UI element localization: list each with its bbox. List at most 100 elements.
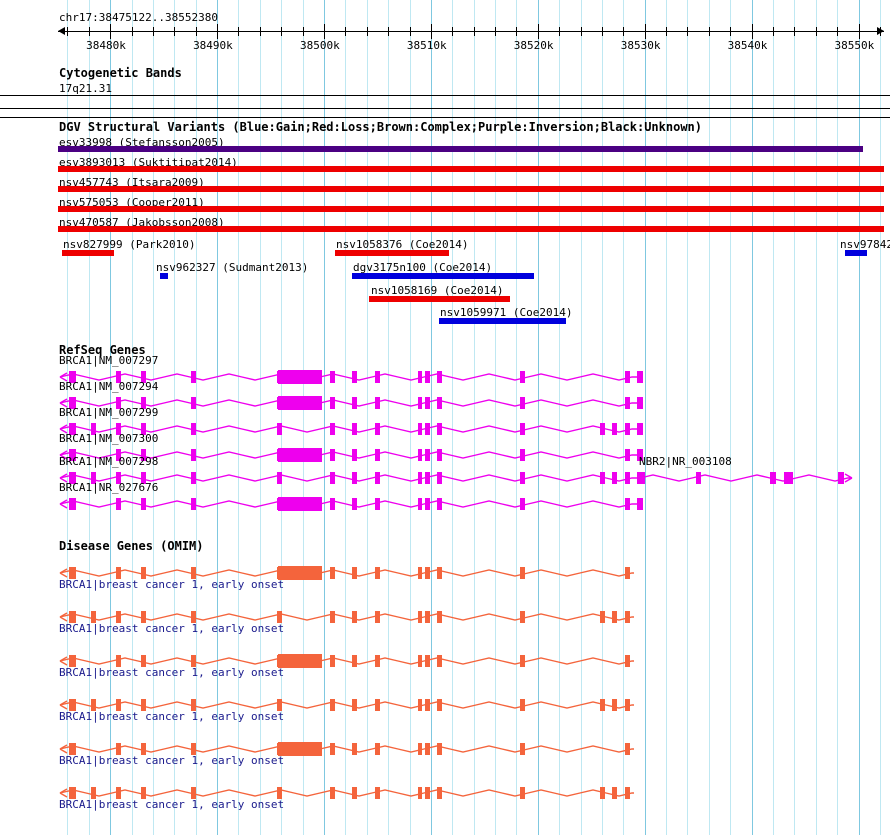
dgv-variant-label[interactable]: nsv1058376 (Coe2014) [336,238,469,251]
ruler-tick [516,27,517,36]
ruler-tick [816,27,817,36]
ruler-tick [474,27,475,36]
dgv-variant-label[interactable]: nsv962327 (Sudmant2013) [156,261,309,274]
omim-gene-model[interactable] [0,606,890,626]
ruler-tick [730,27,731,36]
ruler-tick-major [217,24,218,39]
dgv-variant-label[interactable]: nsv97842 [840,238,890,251]
refseq-transcript-label[interactable]: BRCA1|NM_007298 [59,455,159,468]
refseq-gene-model-nbr2[interactable] [0,467,890,487]
omim-title: Disease Genes (OMIM) [59,539,204,553]
refseq-transcript-label[interactable]: BRCA1|NM_007297 [59,354,159,367]
dgv-variant-bar[interactable] [58,146,863,152]
dgv-variant-label[interactable]: nsv827999 (Park2010) [63,238,196,251]
omim-gene-label[interactable]: BRCA1|breast cancer 1, early onset [59,710,285,723]
ruler-tick-major [110,24,111,39]
omim-gene-label[interactable]: BRCA1|breast cancer 1, early onset [59,754,285,767]
dgv-variant-label[interactable]: nsv1058169 (Coe2014) [371,284,504,297]
ruler-tick [260,27,261,36]
omim-gene-model[interactable] [0,782,890,802]
dgv-variant-bar[interactable] [352,273,534,279]
ruler-tick [132,27,133,36]
ruler-tick [559,27,560,36]
dgv-variant-bar[interactable] [62,250,114,256]
ruler-tick-label: 38550k [834,39,875,52]
ruler-tick [89,27,90,36]
ruler-tick-major [859,24,860,39]
omim-gene-label[interactable]: BRCA1|breast cancer 1, early onset [59,622,285,635]
omim-gene-label[interactable]: BRCA1|breast cancer 1, early onset [59,666,285,679]
separator-line [0,108,890,109]
refseq-genes-title: RefSeq Genes [59,343,146,357]
dgv-variant-label[interactable]: nsv470587 (Jakobsson2008) [59,216,225,229]
dgv-variant-bar[interactable] [335,250,449,256]
dgv-variant-bar[interactable] [369,296,510,302]
dgv-variant-label[interactable]: nsv1059971 (Coe2014) [440,306,573,319]
omim-gene-label[interactable]: BRCA1|breast cancer 1, early onset [59,798,285,811]
refseq-transcript-model[interactable] [0,418,890,438]
dgv-variant-label[interactable]: dgv3175n100 (Coe2014) [353,261,493,274]
dgv-title: DGV Structural Variants (Blue:Gain;Red:L… [59,120,702,134]
cytogenetic-bands-title: Cytogenetic Bands [59,66,182,80]
ruler-tick [67,27,68,36]
ruler-tick [773,27,774,36]
ruler-tick [687,27,688,36]
ruler-tick [410,27,411,36]
ruler-tick-label: 38490k [193,39,233,52]
ruler-axis [58,31,884,32]
ruler-tick [581,27,582,36]
dgv-variant-label[interactable]: nsv457743 (Itsara2009) [59,176,205,189]
dgv-variant-bar[interactable] [58,226,884,232]
omim-gene-label[interactable]: BRCA1|breast cancer 1, early onset [59,578,285,591]
refseq-transcript-model[interactable] [0,493,890,513]
ruler-tick-label: 38500k [299,39,340,52]
omim-gene-model[interactable] [0,650,890,670]
refseq-transcript-model[interactable] [0,392,890,412]
ruler-tick-major [538,24,539,39]
ruler-tick [388,27,389,36]
ruler-tick [666,27,667,36]
ruler-tick-label: 38480k [86,39,126,52]
omim-gene-model[interactable] [0,694,890,714]
dgv-variant-bar[interactable] [160,273,168,279]
ruler-tick [345,27,346,36]
omim-gene-model[interactable] [0,738,890,758]
ruler-tick-label: 38510k [406,39,447,52]
dgv-variant-bar[interactable] [845,250,867,256]
ruler-tick [495,27,496,36]
ruler-tick [367,27,368,36]
ruler-tick [196,27,197,36]
refseq-transcript-label[interactable]: BRCA1|NM_007299 [59,406,159,419]
refseq-transcript-model[interactable] [0,444,890,464]
ruler-tick [452,27,453,36]
dgv-variant-bar[interactable] [58,166,884,172]
ruler-tick [709,27,710,36]
ruler-tick [153,27,154,36]
ruler-tick-major [324,24,325,39]
dgv-variant-label[interactable]: esv3893013 (Suktitipat2014) [59,156,238,169]
ruler-tick-major [752,24,753,39]
ruler-tick [281,27,282,36]
refseq-transcript-model[interactable] [0,467,890,487]
cytogenetic-band-label: 17q21.31 [59,82,112,95]
separator-line [0,95,890,96]
dgv-variant-label[interactable]: nsv575053 (Cooper2011) [59,196,205,209]
omim-gene-model[interactable] [0,562,890,582]
refseq-transcript-model[interactable] [0,366,890,386]
refseq-transcript-label[interactable]: BRCA1|NR_027676 [59,481,159,494]
dgv-variant-bar[interactable] [439,318,566,324]
ruler-tick-label: 38540k [727,39,768,52]
dgv-variant-bar[interactable] [58,186,884,192]
dgv-variant-bar[interactable] [58,206,884,212]
arrow-left-icon[interactable] [58,27,65,35]
refseq-transcript-label[interactable]: BRCA1|NM_007294 [59,380,159,393]
refseq-transcript-label[interactable]: BRCA1|NM_007300 [59,432,159,445]
dgv-variant-label[interactable]: esv33998 (Stefansson2005) [59,136,225,149]
refseq-gene-label-nbr2[interactable]: NBR2|NR_003108 [639,455,732,468]
ruler-tick-major [645,24,646,39]
ruler-tick [238,27,239,36]
ruler-tick [602,27,603,36]
locus-label: chr17:38475122..38552380 [59,11,218,24]
ruler-tick [794,27,795,36]
